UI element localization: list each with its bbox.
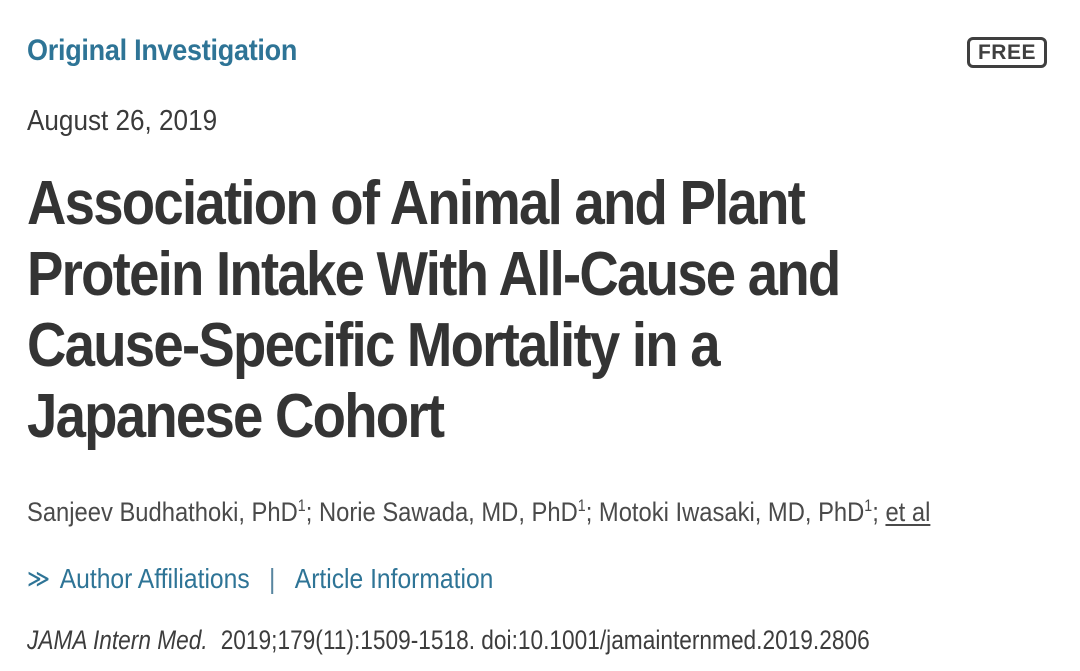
article-type-kicker[interactable]: Original Investigation bbox=[27, 34, 298, 67]
author-affiliations-link[interactable]: Author Affiliations bbox=[59, 563, 250, 594]
article-information-link[interactable]: Article Information bbox=[294, 563, 494, 594]
affiliation-superscript: 1 bbox=[297, 497, 306, 515]
title-line: Japanese Cohort bbox=[27, 382, 445, 451]
article-title: Association of Animal and Plant Protein … bbox=[27, 168, 1047, 452]
article-links-row: ≫ Author Affiliations | Article Informat… bbox=[27, 561, 1047, 596]
author: Norie Sawada, MD, PhD1; bbox=[318, 497, 599, 527]
title-line: Cause-Specific Mortality in a bbox=[27, 311, 721, 380]
author-list: Sanjeev Budhathoki, PhD1; Norie Sawada, … bbox=[27, 496, 1047, 528]
title-line: Association of Animal and Plant bbox=[27, 169, 806, 238]
free-access-badge: FREE bbox=[966, 37, 1047, 68]
double-chevron-icon: ≫ bbox=[27, 565, 50, 593]
et-al-link[interactable]: et al bbox=[885, 497, 931, 527]
affiliation-superscript: 1 bbox=[577, 497, 586, 515]
author: Motoki Iwasaki, MD, PhD1; bbox=[598, 497, 886, 527]
author-separator: ; bbox=[305, 497, 319, 527]
title-line: Protein Intake With All-Cause and bbox=[27, 240, 841, 309]
author-separator: ; bbox=[872, 497, 886, 527]
affiliation-superscript: 1 bbox=[864, 497, 873, 515]
author: Sanjeev Budhathoki, PhD1; bbox=[27, 497, 319, 527]
author-separator: ; bbox=[585, 497, 599, 527]
article-header-page: Original Investigation FREE August 26, 2… bbox=[27, 34, 1047, 656]
publication-date: August 26, 2019 bbox=[27, 105, 218, 137]
link-separator: | bbox=[269, 563, 276, 594]
header-row: Original Investigation FREE bbox=[27, 34, 1047, 68]
citation-line: JAMA Intern Med. 2019;179(11):1509-1518.… bbox=[27, 624, 1047, 656]
citation-details: 2019;179(11):1509-1518. doi:10.1001/jama… bbox=[220, 625, 870, 655]
journal-name: JAMA Intern Med. bbox=[27, 625, 208, 655]
